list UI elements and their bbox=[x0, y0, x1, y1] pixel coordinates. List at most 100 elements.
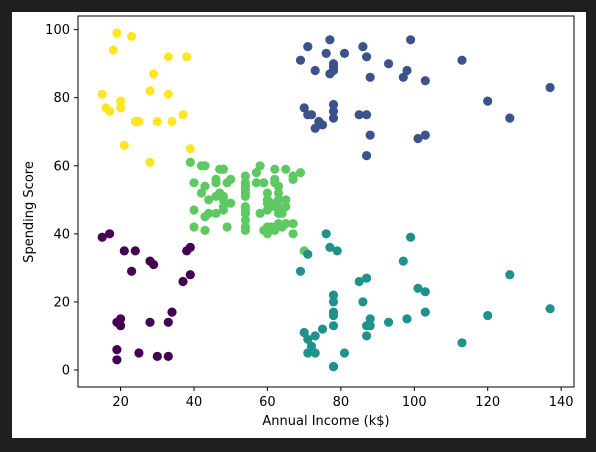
cluster-1-point-8 bbox=[127, 266, 137, 276]
y-tick-label-5: 100 bbox=[45, 23, 70, 38]
cluster-4-point-16 bbox=[328, 62, 339, 72]
cluster-2-point-10 bbox=[204, 208, 214, 218]
cluster-2-point-31 bbox=[240, 202, 250, 212]
cluster-2-point-20 bbox=[218, 195, 228, 205]
cluster-1-point-17 bbox=[167, 307, 177, 317]
cluster-3-point-0 bbox=[295, 266, 306, 276]
cluster-2-point-26 bbox=[226, 198, 236, 208]
cluster-2-point-60 bbox=[273, 195, 284, 205]
cluster-3-point-35 bbox=[483, 310, 493, 321]
cluster-0-point-12 bbox=[145, 157, 155, 167]
cluster-1-point-10 bbox=[134, 348, 144, 358]
y-axis-label: Spending Score bbox=[22, 161, 37, 263]
plot-area bbox=[78, 16, 574, 387]
cluster-4-point-25 bbox=[365, 130, 375, 140]
cluster-2-point-11 bbox=[204, 195, 214, 205]
cluster-2-point-35 bbox=[240, 178, 250, 188]
cluster-4-point-26 bbox=[384, 59, 394, 69]
x-tick-label-2: 60 bbox=[259, 395, 276, 410]
cluster-0-point-2 bbox=[105, 106, 115, 116]
y-tick-label-1: 20 bbox=[53, 295, 70, 310]
cluster-3-point-19 bbox=[339, 348, 350, 358]
cluster-1-point-1 bbox=[105, 229, 115, 239]
cluster-3-point-5 bbox=[306, 341, 317, 351]
x-tick-label-6: 140 bbox=[549, 395, 574, 410]
cluster-4-point-27 bbox=[398, 72, 408, 82]
cluster-1-point-6 bbox=[116, 321, 126, 331]
cluster-1-point-3 bbox=[112, 345, 122, 355]
y-tick-label-4: 80 bbox=[53, 91, 70, 106]
cluster-0-point-19 bbox=[182, 52, 192, 62]
cluster-2-point-1 bbox=[189, 178, 199, 188]
cluster-1-point-9 bbox=[130, 246, 140, 256]
cluster-0-point-0 bbox=[97, 89, 107, 99]
cluster-4-point-6 bbox=[310, 65, 320, 76]
cluster-1-point-11 bbox=[145, 317, 155, 327]
cluster-2-point-13 bbox=[211, 208, 221, 218]
cluster-0-point-7 bbox=[119, 140, 129, 150]
cluster-0-point-14 bbox=[152, 116, 162, 127]
cluster-3-point-16 bbox=[328, 362, 339, 372]
scatter-plot: 20 40 60 80 100 120 140 0 20 40 60 80 100 Annual In… bbox=[22, 15, 575, 429]
plot-frame bbox=[77, 15, 575, 388]
cluster-1-point-16 bbox=[163, 317, 173, 327]
cluster-3-point-1 bbox=[303, 249, 313, 259]
cluster-2-point-38 bbox=[240, 171, 250, 181]
cluster-0-point-13 bbox=[149, 69, 159, 79]
cluster-3-point-6 bbox=[310, 331, 320, 341]
x-axis-label: Annual Income (k$) bbox=[262, 414, 389, 429]
cluster-2-point-15 bbox=[211, 178, 221, 188]
cluster-3-point-26 bbox=[365, 314, 375, 324]
x-tick-label-0: 20 bbox=[112, 395, 129, 410]
cluster-4-point-31 bbox=[420, 76, 430, 86]
cluster-2-point-42 bbox=[255, 161, 265, 171]
cluster-0-point-3 bbox=[108, 45, 118, 55]
cluster-4-point-21 bbox=[362, 151, 372, 161]
cluster-3-point-33 bbox=[420, 287, 430, 297]
cluster-2-point-72 bbox=[288, 219, 298, 229]
cluster-4-point-32 bbox=[420, 130, 430, 140]
cluster-2-point-27 bbox=[226, 174, 236, 184]
cluster-1-point-15 bbox=[163, 351, 173, 361]
cluster-3-point-10 bbox=[325, 242, 335, 252]
x-tick-label-5: 120 bbox=[475, 395, 500, 410]
cluster-4-point-29 bbox=[406, 35, 416, 45]
cluster-3-point-2 bbox=[299, 327, 309, 338]
cluster-3-point-24 bbox=[362, 331, 372, 341]
cluster-2-point-65 bbox=[273, 181, 284, 191]
x-axis-ticks: 20 40 60 80 100 120 140 bbox=[112, 387, 574, 410]
cluster-2-point-63 bbox=[273, 202, 284, 212]
cluster-0-point-5 bbox=[116, 103, 126, 113]
cluster-2-point-4 bbox=[196, 188, 206, 198]
cluster-4-point-33 bbox=[457, 55, 467, 65]
cluster-4-point-19 bbox=[354, 110, 364, 120]
cluster-3-point-31 bbox=[413, 283, 423, 293]
cluster-2-point-41 bbox=[251, 178, 261, 188]
x-tick-label-4: 100 bbox=[402, 395, 427, 410]
cluster-4-point-34 bbox=[483, 96, 493, 106]
cluster-1-point-5 bbox=[116, 314, 126, 324]
y-axis-ticks: 0 20 40 60 80 100 bbox=[45, 23, 78, 378]
cluster-4-point-5 bbox=[310, 123, 320, 133]
cluster-2-point-36 bbox=[240, 225, 250, 235]
cluster-3-point-28 bbox=[398, 256, 408, 266]
cluster-2-point-58 bbox=[270, 174, 280, 184]
cluster-2-point-6 bbox=[200, 181, 210, 191]
cluster-3-point-8 bbox=[317, 324, 328, 334]
cluster-2-point-68 bbox=[281, 202, 291, 212]
cluster-1-point-14 bbox=[152, 351, 162, 361]
cluster-1-point-18 bbox=[178, 276, 188, 287]
cluster-2-point-74 bbox=[288, 174, 298, 184]
cluster-1-point-4 bbox=[112, 355, 122, 365]
cluster-4-point-17 bbox=[328, 99, 339, 110]
cluster-3-point-27 bbox=[384, 317, 394, 327]
cluster-3-point-37 bbox=[545, 304, 555, 314]
cluster-2-point-56 bbox=[270, 164, 280, 174]
cluster-2-point-2 bbox=[189, 205, 199, 215]
cluster-2-point-49 bbox=[262, 188, 272, 198]
cluster-2-point-70 bbox=[281, 219, 291, 229]
cluster-4-point-20 bbox=[358, 42, 368, 52]
cluster-0-point-15 bbox=[163, 52, 173, 62]
cluster-2-point-44 bbox=[259, 178, 269, 188]
cluster-1-point-20 bbox=[185, 242, 195, 252]
